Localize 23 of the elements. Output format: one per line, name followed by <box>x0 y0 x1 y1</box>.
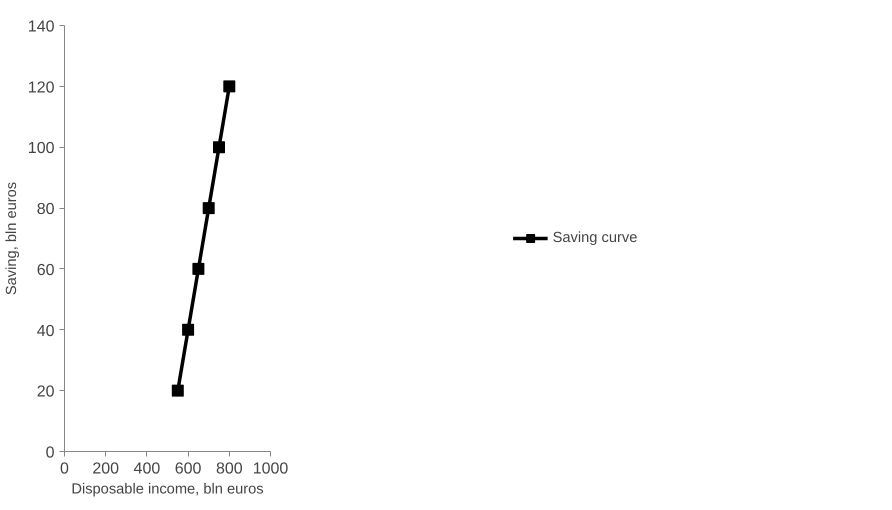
legend-label: Saving curve <box>552 230 638 246</box>
point <box>172 384 184 397</box>
y-tick-label: 0 <box>46 444 55 462</box>
y-tick-label: 80 <box>36 201 55 218</box>
point <box>202 202 215 214</box>
x-tick-label: 200 <box>92 460 120 478</box>
y-tick-label: 60 <box>36 262 55 279</box>
x-tick-label: 0 <box>60 460 70 478</box>
y-axis-title: Saving, bln euros <box>4 182 20 296</box>
point <box>192 262 204 275</box>
x-tick-label: 600 <box>174 460 202 478</box>
x-tick-label: 400 <box>134 460 160 478</box>
x-tick-label: 800 <box>216 460 243 478</box>
y-tick-label: 20 <box>36 384 55 401</box>
point <box>182 324 194 336</box>
x-axis-title: Disposable income, bln euros <box>71 482 264 498</box>
point <box>213 141 225 154</box>
y-tick-label: 140 <box>28 18 55 36</box>
y-tick-label: 40 <box>36 322 55 340</box>
x-tick-label: 1000 <box>252 460 288 478</box>
point <box>223 80 236 92</box>
y-tick-label: 100 <box>28 140 55 158</box>
y-tick-label: 120 <box>28 79 55 96</box>
